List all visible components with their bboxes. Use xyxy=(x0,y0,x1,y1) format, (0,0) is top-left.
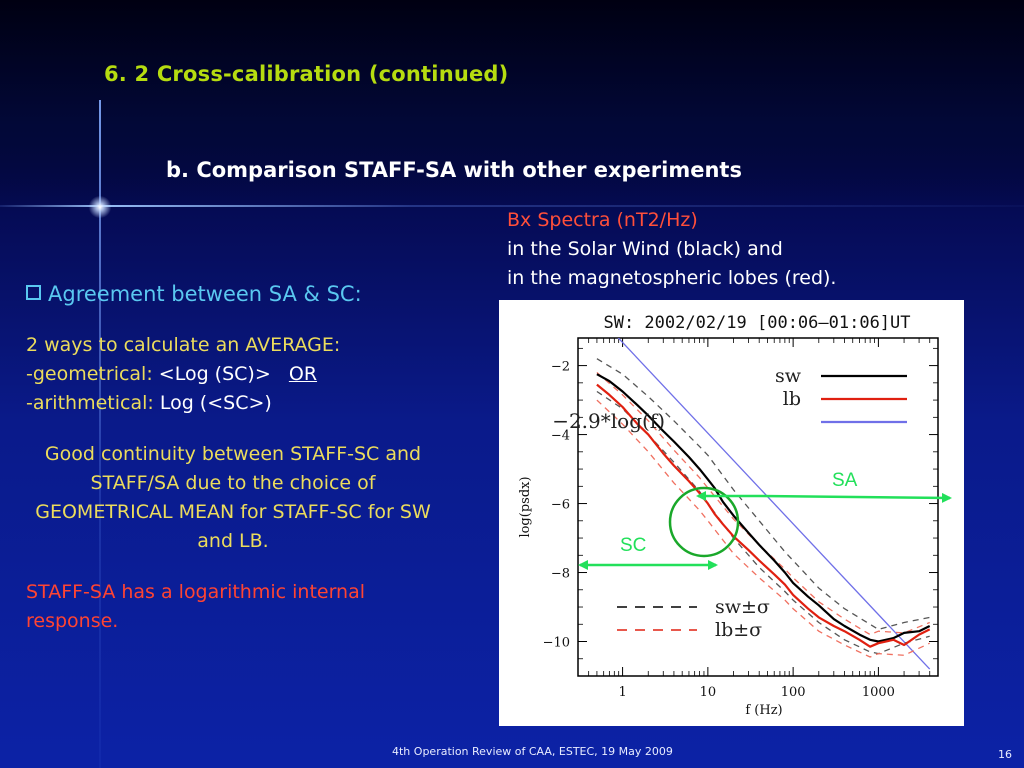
spacer xyxy=(26,418,440,440)
legend-label: −2.9*log(f) xyxy=(552,409,665,433)
caption-line-2: in the Solar Wind (black) and xyxy=(507,238,783,260)
geometrical-formula: <Log (SC)> xyxy=(158,363,271,385)
series-line-sw- xyxy=(596,358,930,631)
checkbox-bullet-icon xyxy=(26,285,41,300)
legend-label: lb±σ xyxy=(715,619,762,641)
slide-title: 6. 2 Cross-calibration (continued) xyxy=(104,62,509,86)
arithmetical-prefix: -arithmetical: xyxy=(26,392,160,414)
response-paragraph: STAFF-SA has a logarithmic internal resp… xyxy=(26,581,366,632)
series-line-lb xyxy=(596,383,931,648)
caption-line-1: Bx Spectra (nT2/Hz) xyxy=(507,209,698,231)
decorative-horizontal-line xyxy=(0,205,1024,207)
chart-svg: SW: 2002/02/19 [00:06–01:06]UT 1 10 100 100… xyxy=(518,313,939,718)
decorative-vertical-line xyxy=(99,100,101,768)
or-text: OR xyxy=(288,363,318,385)
bullet-text: Agreement between SA & SC: xyxy=(48,282,362,306)
footer-text: 4th Operation Review of CAA, ESTEC, 19 M… xyxy=(392,745,673,758)
x-tick-label: 1 xyxy=(618,685,626,700)
ways-heading: 2 ways to calculate an AVERAGE: xyxy=(26,334,341,356)
spectra-chart: SW: 2002/02/19 [00:06–01:06]UT 1 10 100 100… xyxy=(499,300,964,726)
geometrical-line: -geometrical: <Log (SC)> OR xyxy=(26,360,440,389)
geometrical-prefix: -geometrical: xyxy=(26,363,159,385)
legend-label: sw±σ xyxy=(715,596,770,618)
legend-label: sw xyxy=(775,365,802,387)
chart-title: SW: 2002/02/19 [00:06–01:06]UT xyxy=(603,313,910,333)
spacer xyxy=(26,309,440,331)
series-line--2-9-log-f- xyxy=(617,338,931,670)
x-tick-label: 100 xyxy=(781,685,806,700)
star-flare-icon xyxy=(88,196,112,218)
y-tick-label: −2 xyxy=(551,360,570,375)
series-line-lb- xyxy=(596,399,930,658)
y-tick-label: −8 xyxy=(551,567,570,582)
x-axis-label: f (Hz) xyxy=(745,703,782,718)
continuity-paragraph: Good continuity between STAFF-SC and STA… xyxy=(35,443,431,552)
plot-frame xyxy=(577,337,939,677)
left-column-text: Agreement between SA & SC: 2 ways to cal… xyxy=(26,280,440,636)
y-tick-label: −6 xyxy=(551,498,570,513)
arithmetical-formula: Log (<SC>) xyxy=(159,392,272,414)
slide-subtitle: b. Comparison STAFF-SA with other experi… xyxy=(166,158,742,182)
bullet-item: Agreement between SA & SC: xyxy=(26,280,440,309)
series-line-sw- xyxy=(596,390,930,655)
x-tick-label: 1000 xyxy=(862,685,895,700)
header-band xyxy=(0,0,1024,210)
series-group xyxy=(596,338,931,670)
legend-label: lb xyxy=(783,388,801,410)
caption-line-3: in the magnetospheric lobes (red). xyxy=(507,267,837,289)
series-line-sw xyxy=(596,373,931,643)
spacer xyxy=(26,556,440,578)
y-tick-label: −10 xyxy=(543,636,570,651)
arithmetical-line: -arithmetical: Log (<SC>) xyxy=(26,389,440,418)
chart-caption: Bx Spectra (nT2/Hz) in the Solar Wind (b… xyxy=(507,206,836,293)
x-tick-label: 10 xyxy=(700,685,717,700)
axis-ticks: 1 10 100 1000 −2 −4 −6 −8 −10 xyxy=(543,338,939,700)
y-tick-label: −4 xyxy=(551,429,570,444)
page-number: 16 xyxy=(998,748,1012,761)
y-axis-label: log(psdx) xyxy=(518,476,533,537)
